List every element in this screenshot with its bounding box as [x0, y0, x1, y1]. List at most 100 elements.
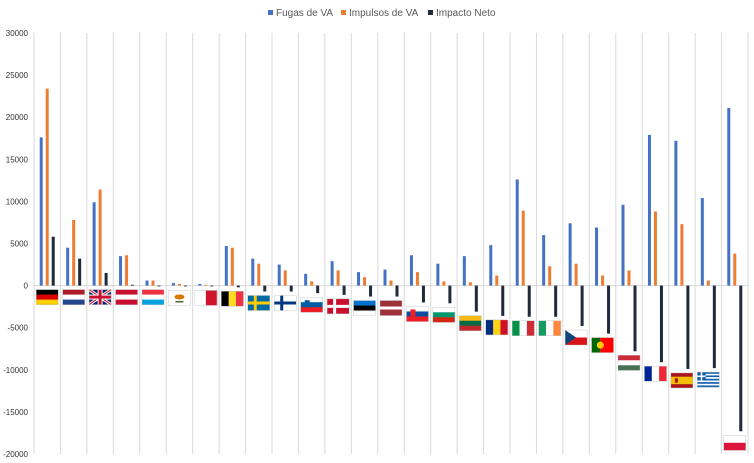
bar: [92, 202, 96, 286]
bar: [177, 283, 181, 286]
bar: [119, 256, 123, 286]
country-flags: [36, 288, 746, 451]
bar: [210, 285, 214, 287]
bar: [653, 211, 657, 286]
bar: [198, 283, 202, 286]
bar: [183, 285, 187, 287]
bar: [283, 270, 287, 286]
bar: [548, 266, 552, 286]
bar: [263, 285, 267, 292]
bar: [647, 134, 651, 286]
y-tick-label: 5000: [10, 240, 28, 249]
bar: [125, 255, 129, 286]
bar: [468, 282, 472, 286]
bar: [104, 272, 108, 286]
bar: [421, 285, 425, 303]
bar: [680, 224, 684, 286]
y-tick-label: 10000: [6, 197, 29, 206]
bar: [39, 137, 43, 286]
bar: [527, 285, 531, 317]
bar: [131, 284, 135, 286]
country-flag: [670, 372, 694, 389]
bar: [383, 269, 387, 286]
bar: [45, 88, 49, 286]
country-flag: [697, 371, 720, 388]
bar: [607, 285, 611, 334]
bars: [39, 88, 743, 432]
bar: [474, 285, 478, 312]
bar: [712, 285, 716, 369]
legend-label: Impacto Neto: [436, 8, 496, 19]
bar: [521, 210, 525, 286]
bar: [554, 285, 558, 317]
bar: [230, 247, 234, 286]
legend-swatch: [268, 10, 273, 15]
bar: [98, 189, 102, 286]
y-tick-label: 15000: [6, 155, 29, 164]
bar: [310, 281, 314, 286]
country-flag: [379, 300, 403, 316]
bar: [739, 285, 743, 432]
country-flag: [485, 319, 509, 336]
bar: [621, 204, 625, 286]
y-tick-label: 25000: [6, 71, 29, 80]
bar: [395, 285, 399, 297]
y-tick-label: -10000: [3, 366, 28, 375]
bar: [145, 280, 149, 286]
bar: [495, 275, 499, 286]
legend: Fugas de VA Impulsos de VA Impacto Neto: [268, 8, 496, 19]
y-tick-label: 30000: [6, 29, 29, 38]
bar: [574, 263, 578, 286]
legend-swatch: [428, 10, 433, 15]
bar: [415, 272, 419, 286]
bar: [501, 285, 505, 316]
bar: [633, 285, 637, 352]
bar: [436, 263, 440, 286]
bar: [369, 285, 373, 297]
bar: [659, 285, 663, 363]
y-tick-label: -20000: [3, 450, 28, 459]
y-axis: 30000 25000 20000 15000 10000 5000 0 -5000 -1000…: [3, 29, 28, 459]
country-flag: [432, 307, 456, 323]
country-flag: [194, 290, 218, 306]
bar: [706, 280, 710, 286]
legend-swatch: [341, 10, 346, 15]
country-flag: [62, 289, 85, 305]
bar: [568, 223, 572, 286]
country-flag: [221, 291, 244, 307]
country-flag: [591, 337, 614, 353]
bar: [171, 283, 175, 286]
bar: [389, 280, 393, 286]
country-flag: [538, 320, 561, 336]
country-flag: [247, 295, 270, 311]
country-flag: [644, 366, 667, 382]
bar: [72, 219, 76, 286]
bar: [580, 285, 584, 327]
bar: [316, 285, 320, 294]
bar: [357, 272, 361, 286]
bar: [304, 273, 308, 286]
bar: [157, 285, 161, 287]
legend-label: Fugas de VA: [276, 8, 333, 19]
bar: [700, 198, 704, 286]
bar: [342, 285, 346, 295]
bar: [462, 256, 466, 286]
bar: [330, 261, 334, 286]
bar: [236, 285, 240, 288]
country-flag: [406, 306, 429, 322]
bar: [727, 107, 731, 286]
gridlines: [33, 33, 749, 454]
country-flag: [88, 288, 112, 306]
bar: [363, 277, 367, 286]
country-flag: [115, 289, 138, 305]
country-flag: [274, 295, 297, 311]
bar: [78, 258, 82, 286]
bar: [51, 236, 55, 286]
bar: [257, 263, 261, 286]
bar: [66, 247, 70, 286]
country-flag: [36, 289, 59, 305]
country-flag: [512, 320, 535, 336]
country-flag: [168, 290, 191, 306]
